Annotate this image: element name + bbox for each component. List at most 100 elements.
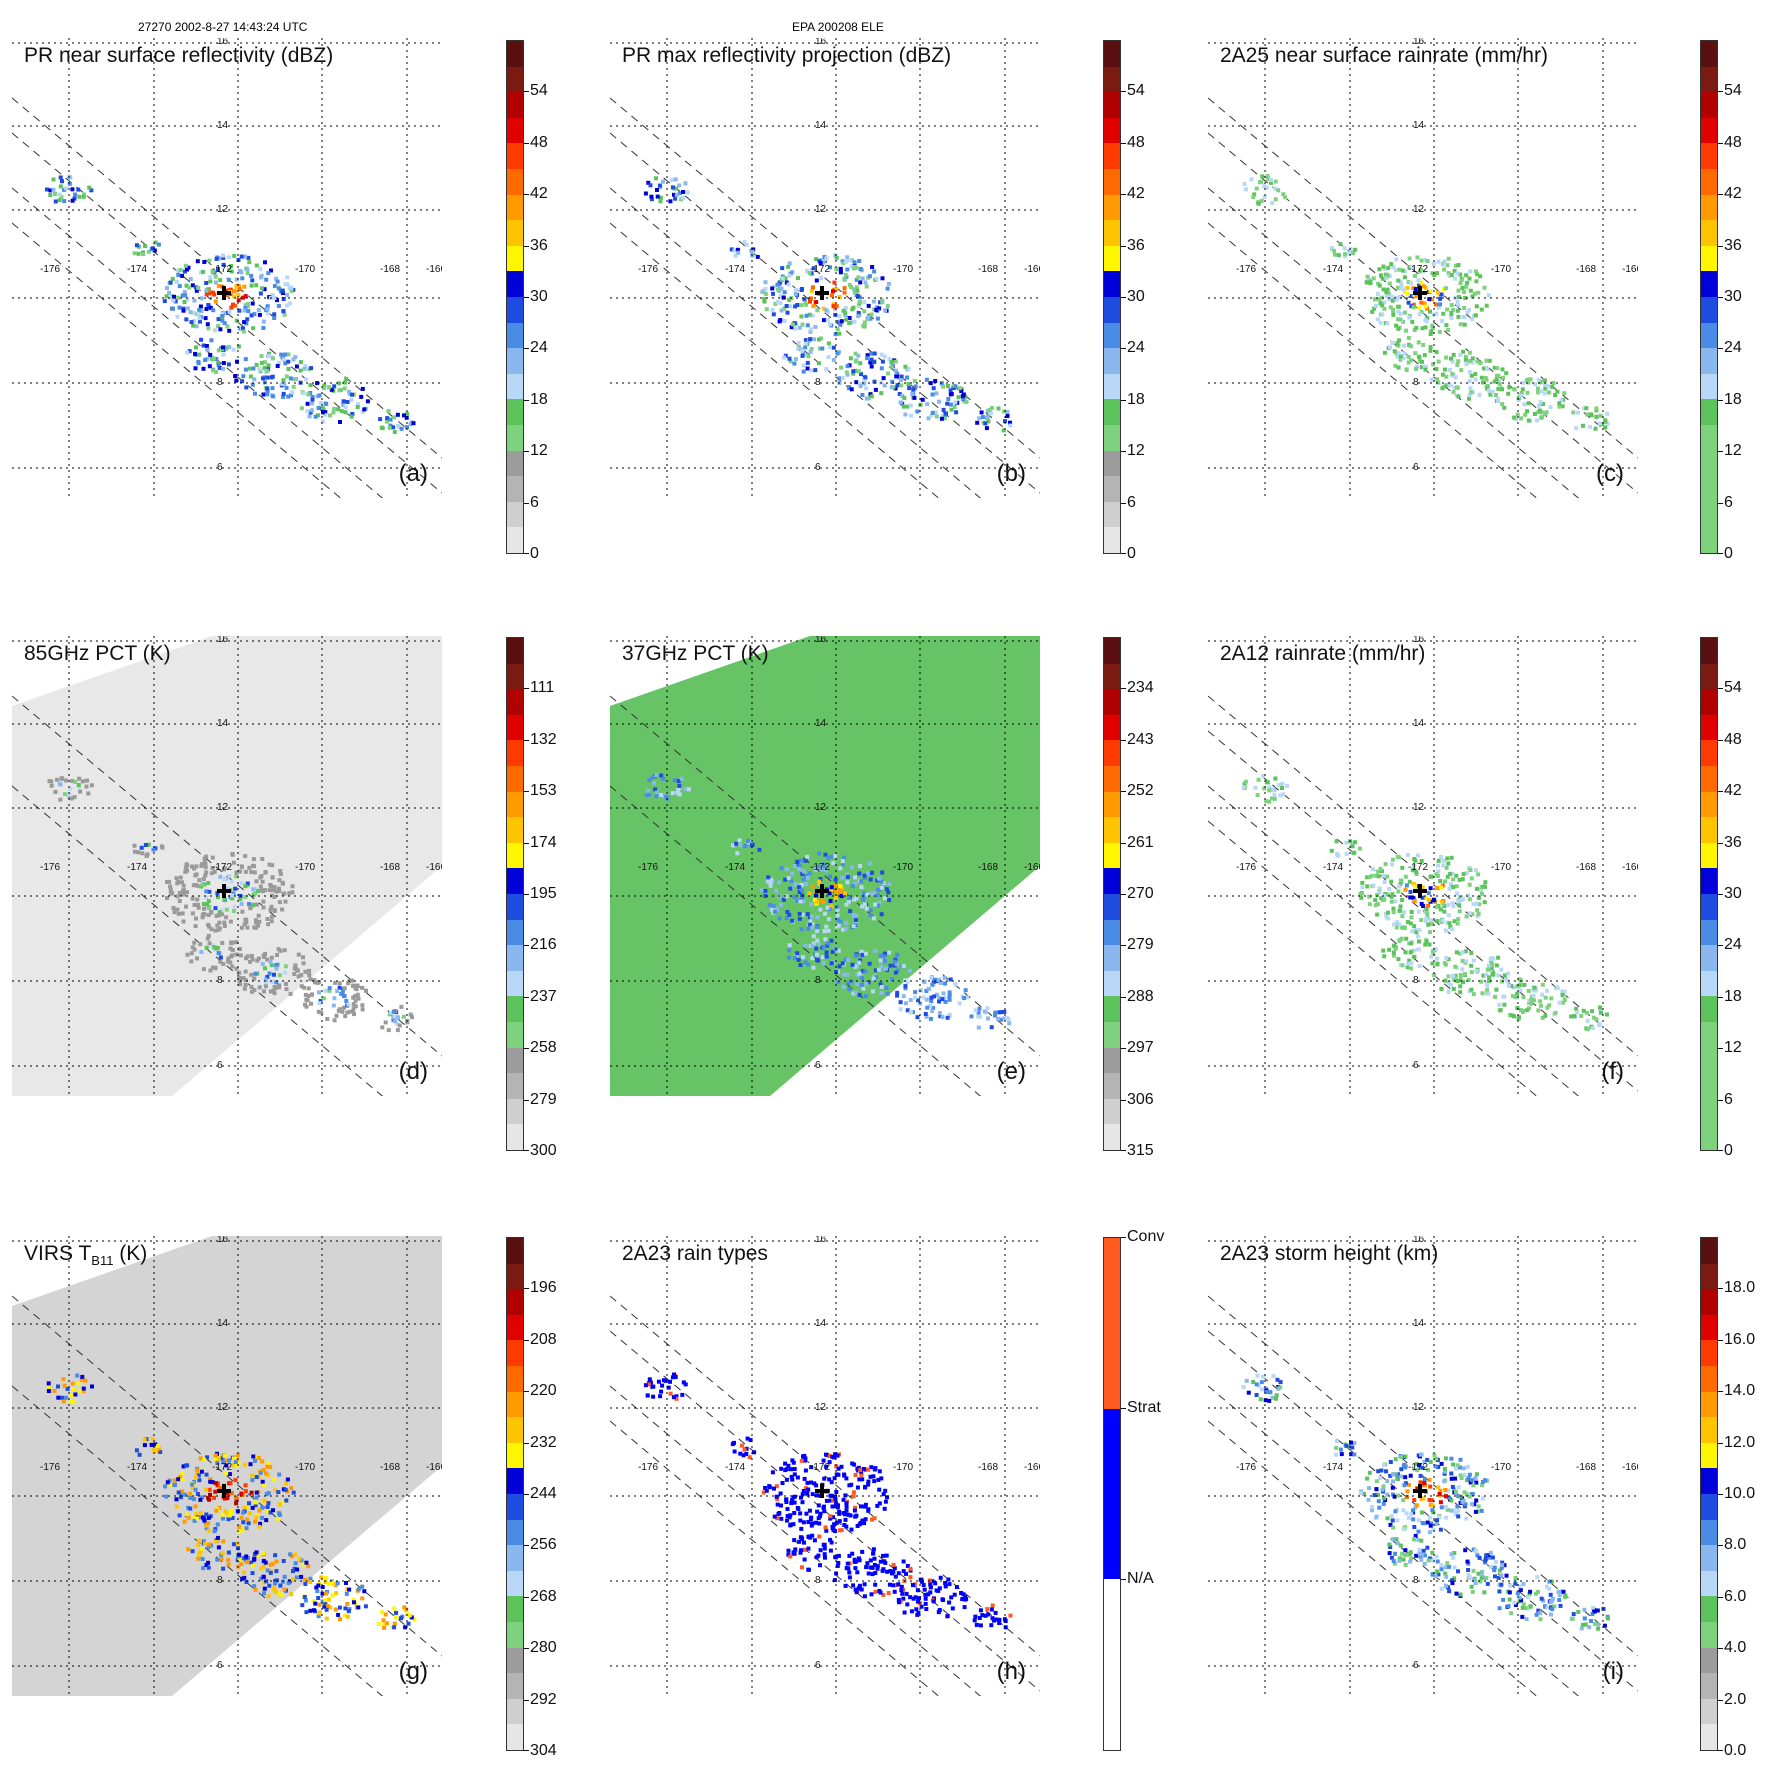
echo-pixel xyxy=(1449,1508,1454,1513)
colorbar-tick-label: N/A xyxy=(1127,1570,1154,1587)
echo-pixel xyxy=(1449,1552,1454,1557)
echo-pixel xyxy=(1431,362,1436,367)
echo-pixel xyxy=(1396,304,1401,309)
echo-pixel xyxy=(977,1616,982,1620)
colorbar-tick-mark xyxy=(524,996,529,998)
colorbar-segment xyxy=(507,868,523,894)
echo-pixel xyxy=(280,880,285,885)
echo-pixel xyxy=(1428,930,1432,935)
echo-pixel xyxy=(876,888,881,892)
echo-pixel xyxy=(785,1507,790,1511)
echo-pixel xyxy=(869,312,874,317)
echo-pixel xyxy=(207,291,211,296)
echo-pixel xyxy=(887,898,892,902)
echo-pixel xyxy=(198,1510,203,1515)
echo-pixel xyxy=(51,177,56,182)
echo-pixel xyxy=(880,276,885,281)
echo-pixel xyxy=(845,372,850,377)
echo-pixel xyxy=(286,352,291,357)
echo-pixel xyxy=(860,904,865,909)
echo-pixel xyxy=(831,861,836,866)
colorbar-segment xyxy=(1701,996,1717,1022)
echo-pixel xyxy=(1408,1559,1413,1564)
echo-pixel xyxy=(285,282,290,287)
echo-pixel xyxy=(1008,420,1012,425)
echo-pixel xyxy=(923,1601,928,1606)
echo-pixel xyxy=(1428,348,1433,353)
echo-pixel xyxy=(929,999,934,1004)
echo-pixel xyxy=(649,197,654,202)
echo-pixel xyxy=(807,891,812,896)
echo-pixel xyxy=(1244,187,1248,192)
echo-pixel xyxy=(849,865,854,870)
echo-pixel xyxy=(871,976,876,981)
colorbar-segment xyxy=(1104,970,1120,997)
echo-pixel xyxy=(812,1538,817,1543)
colorbar-tick-label: 42 xyxy=(1724,782,1742,800)
echo-pixel xyxy=(1504,977,1509,982)
echo-pixel xyxy=(821,260,826,265)
echo-pixel xyxy=(806,354,811,359)
echo-pixel xyxy=(1430,326,1435,330)
echo-pixel xyxy=(865,1561,870,1566)
panel-title-text: PR near surface reflectivity (dBZ) xyxy=(24,44,334,67)
echo-pixel xyxy=(256,913,261,918)
longitude-label: -170 xyxy=(1491,264,1512,275)
echo-pixel xyxy=(1387,1551,1392,1556)
echo-pixel xyxy=(905,1008,910,1013)
echo-pixel xyxy=(1480,991,1485,996)
echo-pixel xyxy=(904,1591,909,1596)
echo-pixel xyxy=(1401,1557,1406,1562)
echo-pixel xyxy=(330,1580,335,1585)
echo-pixel xyxy=(840,375,845,380)
echo-pixel xyxy=(262,1498,267,1503)
echo-pixel xyxy=(901,964,906,969)
colorbar-segment xyxy=(1701,348,1717,374)
echo-pixel xyxy=(252,976,257,981)
echo-pixel xyxy=(1387,947,1392,952)
echo-pixel xyxy=(997,1010,1002,1015)
echo-pixel xyxy=(206,1565,211,1570)
echo-pixel xyxy=(1535,418,1540,423)
echo-pixel xyxy=(942,975,947,980)
echo-pixel xyxy=(1409,915,1414,920)
echo-pixel xyxy=(833,877,838,882)
echo-pixel xyxy=(197,307,202,312)
echo-pixel xyxy=(960,1597,965,1602)
echo-pixel xyxy=(1455,891,1459,896)
colorbar-segment xyxy=(1701,893,1717,920)
colorbar-tick-label: Conv xyxy=(1127,1228,1165,1245)
echo-pixel xyxy=(1408,921,1413,926)
echo-pixel xyxy=(1499,967,1504,972)
echo-pixel xyxy=(261,1575,266,1579)
echo-pixel xyxy=(272,316,277,320)
echo-pixel xyxy=(188,310,193,315)
echo-pixel xyxy=(1388,296,1393,301)
echo-pixel xyxy=(894,374,899,379)
echo-pixel xyxy=(852,319,857,324)
echo-pixel xyxy=(901,1596,906,1601)
echo-pixel xyxy=(1397,1558,1402,1563)
echo-pixel xyxy=(957,1001,962,1006)
echo-pixel xyxy=(1440,319,1444,324)
echo-pixel xyxy=(268,1510,273,1515)
echo-pixel xyxy=(299,984,304,989)
echo-pixel xyxy=(860,393,865,397)
echo-pixel xyxy=(793,882,798,887)
echo-pixel xyxy=(220,941,225,945)
echo-pixel xyxy=(1427,1478,1432,1482)
echo-pixel xyxy=(801,1520,806,1525)
echo-pixel xyxy=(336,1612,341,1617)
echo-pixel xyxy=(882,354,887,359)
echo-pixel xyxy=(176,911,181,916)
echo-pixel xyxy=(233,886,238,891)
echo-pixel xyxy=(1542,391,1547,396)
echo-pixel xyxy=(1382,306,1387,311)
echo-pixel xyxy=(809,296,813,301)
colorbar-segment xyxy=(1701,868,1717,894)
echo-pixel xyxy=(203,862,208,867)
colorbar-tick-label: 6 xyxy=(1127,493,1136,511)
echo-pixel xyxy=(205,347,210,352)
echo-pixel xyxy=(1546,384,1551,389)
echo-pixel xyxy=(305,401,310,406)
